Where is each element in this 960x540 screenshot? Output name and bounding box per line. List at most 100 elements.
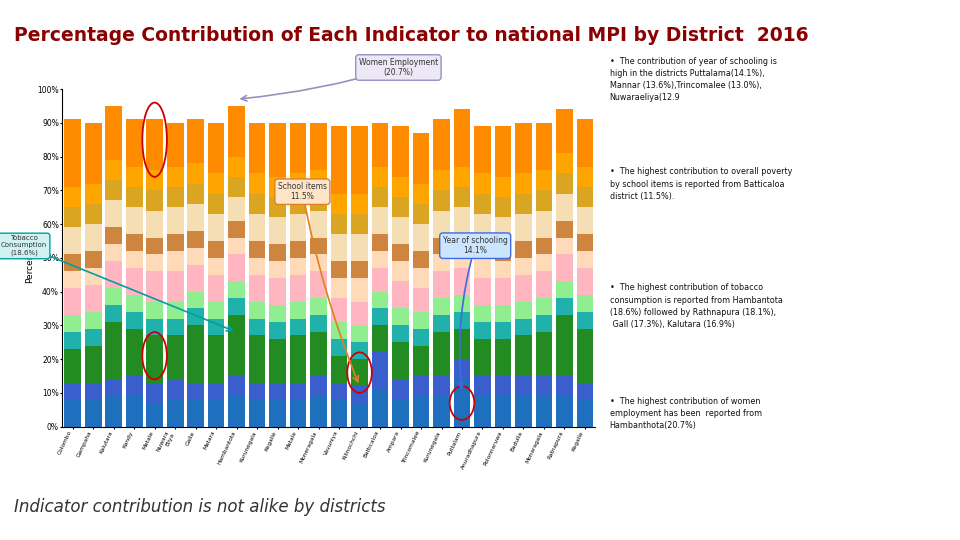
Bar — [167, 271, 183, 302]
Bar — [106, 160, 122, 180]
Bar — [392, 126, 409, 177]
Bar — [249, 275, 266, 302]
Bar — [84, 400, 102, 427]
Bar — [290, 383, 306, 400]
Bar — [126, 396, 142, 427]
Text: •  The contribution of year of schooling is
high in the districts Puttalama(14.1: • The contribution of year of schooling … — [610, 57, 777, 102]
Bar — [228, 254, 245, 281]
Y-axis label: Percentage: Percentage — [26, 232, 35, 284]
Bar — [372, 207, 389, 234]
Bar — [290, 335, 306, 383]
Bar — [167, 251, 183, 271]
Bar — [249, 400, 266, 427]
Bar — [494, 244, 512, 261]
Bar — [187, 119, 204, 163]
Bar — [207, 258, 225, 275]
Bar — [106, 106, 122, 160]
Bar — [187, 265, 204, 292]
Bar — [146, 119, 163, 170]
Bar — [228, 221, 245, 238]
Bar — [474, 258, 491, 278]
Bar — [577, 187, 593, 207]
Bar — [577, 251, 593, 268]
Bar — [494, 376, 512, 396]
Bar — [187, 184, 204, 204]
Bar — [84, 346, 102, 383]
Bar — [372, 308, 389, 325]
Bar — [392, 308, 409, 325]
Bar — [310, 191, 327, 211]
Bar — [351, 386, 368, 403]
Bar — [290, 194, 306, 214]
Bar — [249, 302, 266, 319]
Bar — [577, 329, 593, 383]
Bar — [413, 376, 429, 396]
Bar — [207, 123, 225, 173]
Text: Indicator contribution is not alike by districts: Indicator contribution is not alike by d… — [14, 498, 386, 516]
Bar — [330, 278, 348, 298]
Bar — [453, 312, 470, 329]
Bar — [207, 302, 225, 319]
Bar — [84, 329, 102, 346]
Bar — [187, 204, 204, 231]
Bar — [146, 170, 163, 191]
Bar — [310, 254, 327, 271]
Bar — [453, 379, 470, 427]
Bar — [494, 261, 512, 278]
Bar — [269, 197, 286, 217]
Bar — [106, 379, 122, 396]
Bar — [146, 319, 163, 335]
Bar — [64, 207, 81, 227]
Bar — [106, 261, 122, 288]
Bar — [249, 194, 266, 214]
Bar — [146, 238, 163, 254]
Bar — [351, 278, 368, 302]
Bar — [392, 342, 409, 379]
Bar — [351, 214, 368, 234]
Bar — [536, 315, 552, 332]
Bar — [433, 119, 450, 170]
Bar — [146, 335, 163, 383]
Bar — [556, 153, 573, 173]
Bar — [556, 109, 573, 153]
Bar — [516, 319, 532, 335]
Bar — [187, 308, 204, 325]
Bar — [126, 251, 142, 268]
Bar — [290, 319, 306, 335]
Bar — [453, 359, 470, 379]
Bar — [494, 339, 512, 376]
Bar — [167, 319, 183, 335]
Bar — [228, 396, 245, 427]
Bar — [64, 332, 81, 349]
Bar — [556, 173, 573, 194]
Bar — [64, 119, 81, 187]
Bar — [351, 403, 368, 427]
Bar — [330, 322, 348, 339]
Bar — [516, 123, 532, 173]
Bar — [290, 173, 306, 194]
Bar — [494, 126, 512, 177]
Bar — [84, 224, 102, 251]
Bar — [269, 278, 286, 305]
Bar — [392, 217, 409, 244]
Bar — [187, 400, 204, 427]
Bar — [351, 302, 368, 325]
Bar — [106, 305, 122, 322]
Bar — [330, 339, 348, 356]
Bar — [351, 342, 368, 359]
Bar — [413, 346, 429, 376]
Bar — [556, 238, 573, 254]
Bar — [413, 312, 429, 329]
Bar — [577, 400, 593, 427]
Bar — [453, 167, 470, 187]
Bar — [290, 302, 306, 319]
Bar — [536, 170, 552, 191]
Bar — [187, 383, 204, 400]
Bar — [494, 278, 512, 305]
Bar — [146, 211, 163, 238]
Bar — [453, 234, 470, 251]
Bar — [167, 123, 183, 167]
Bar — [269, 339, 286, 383]
Bar — [516, 194, 532, 214]
Bar — [516, 214, 532, 241]
